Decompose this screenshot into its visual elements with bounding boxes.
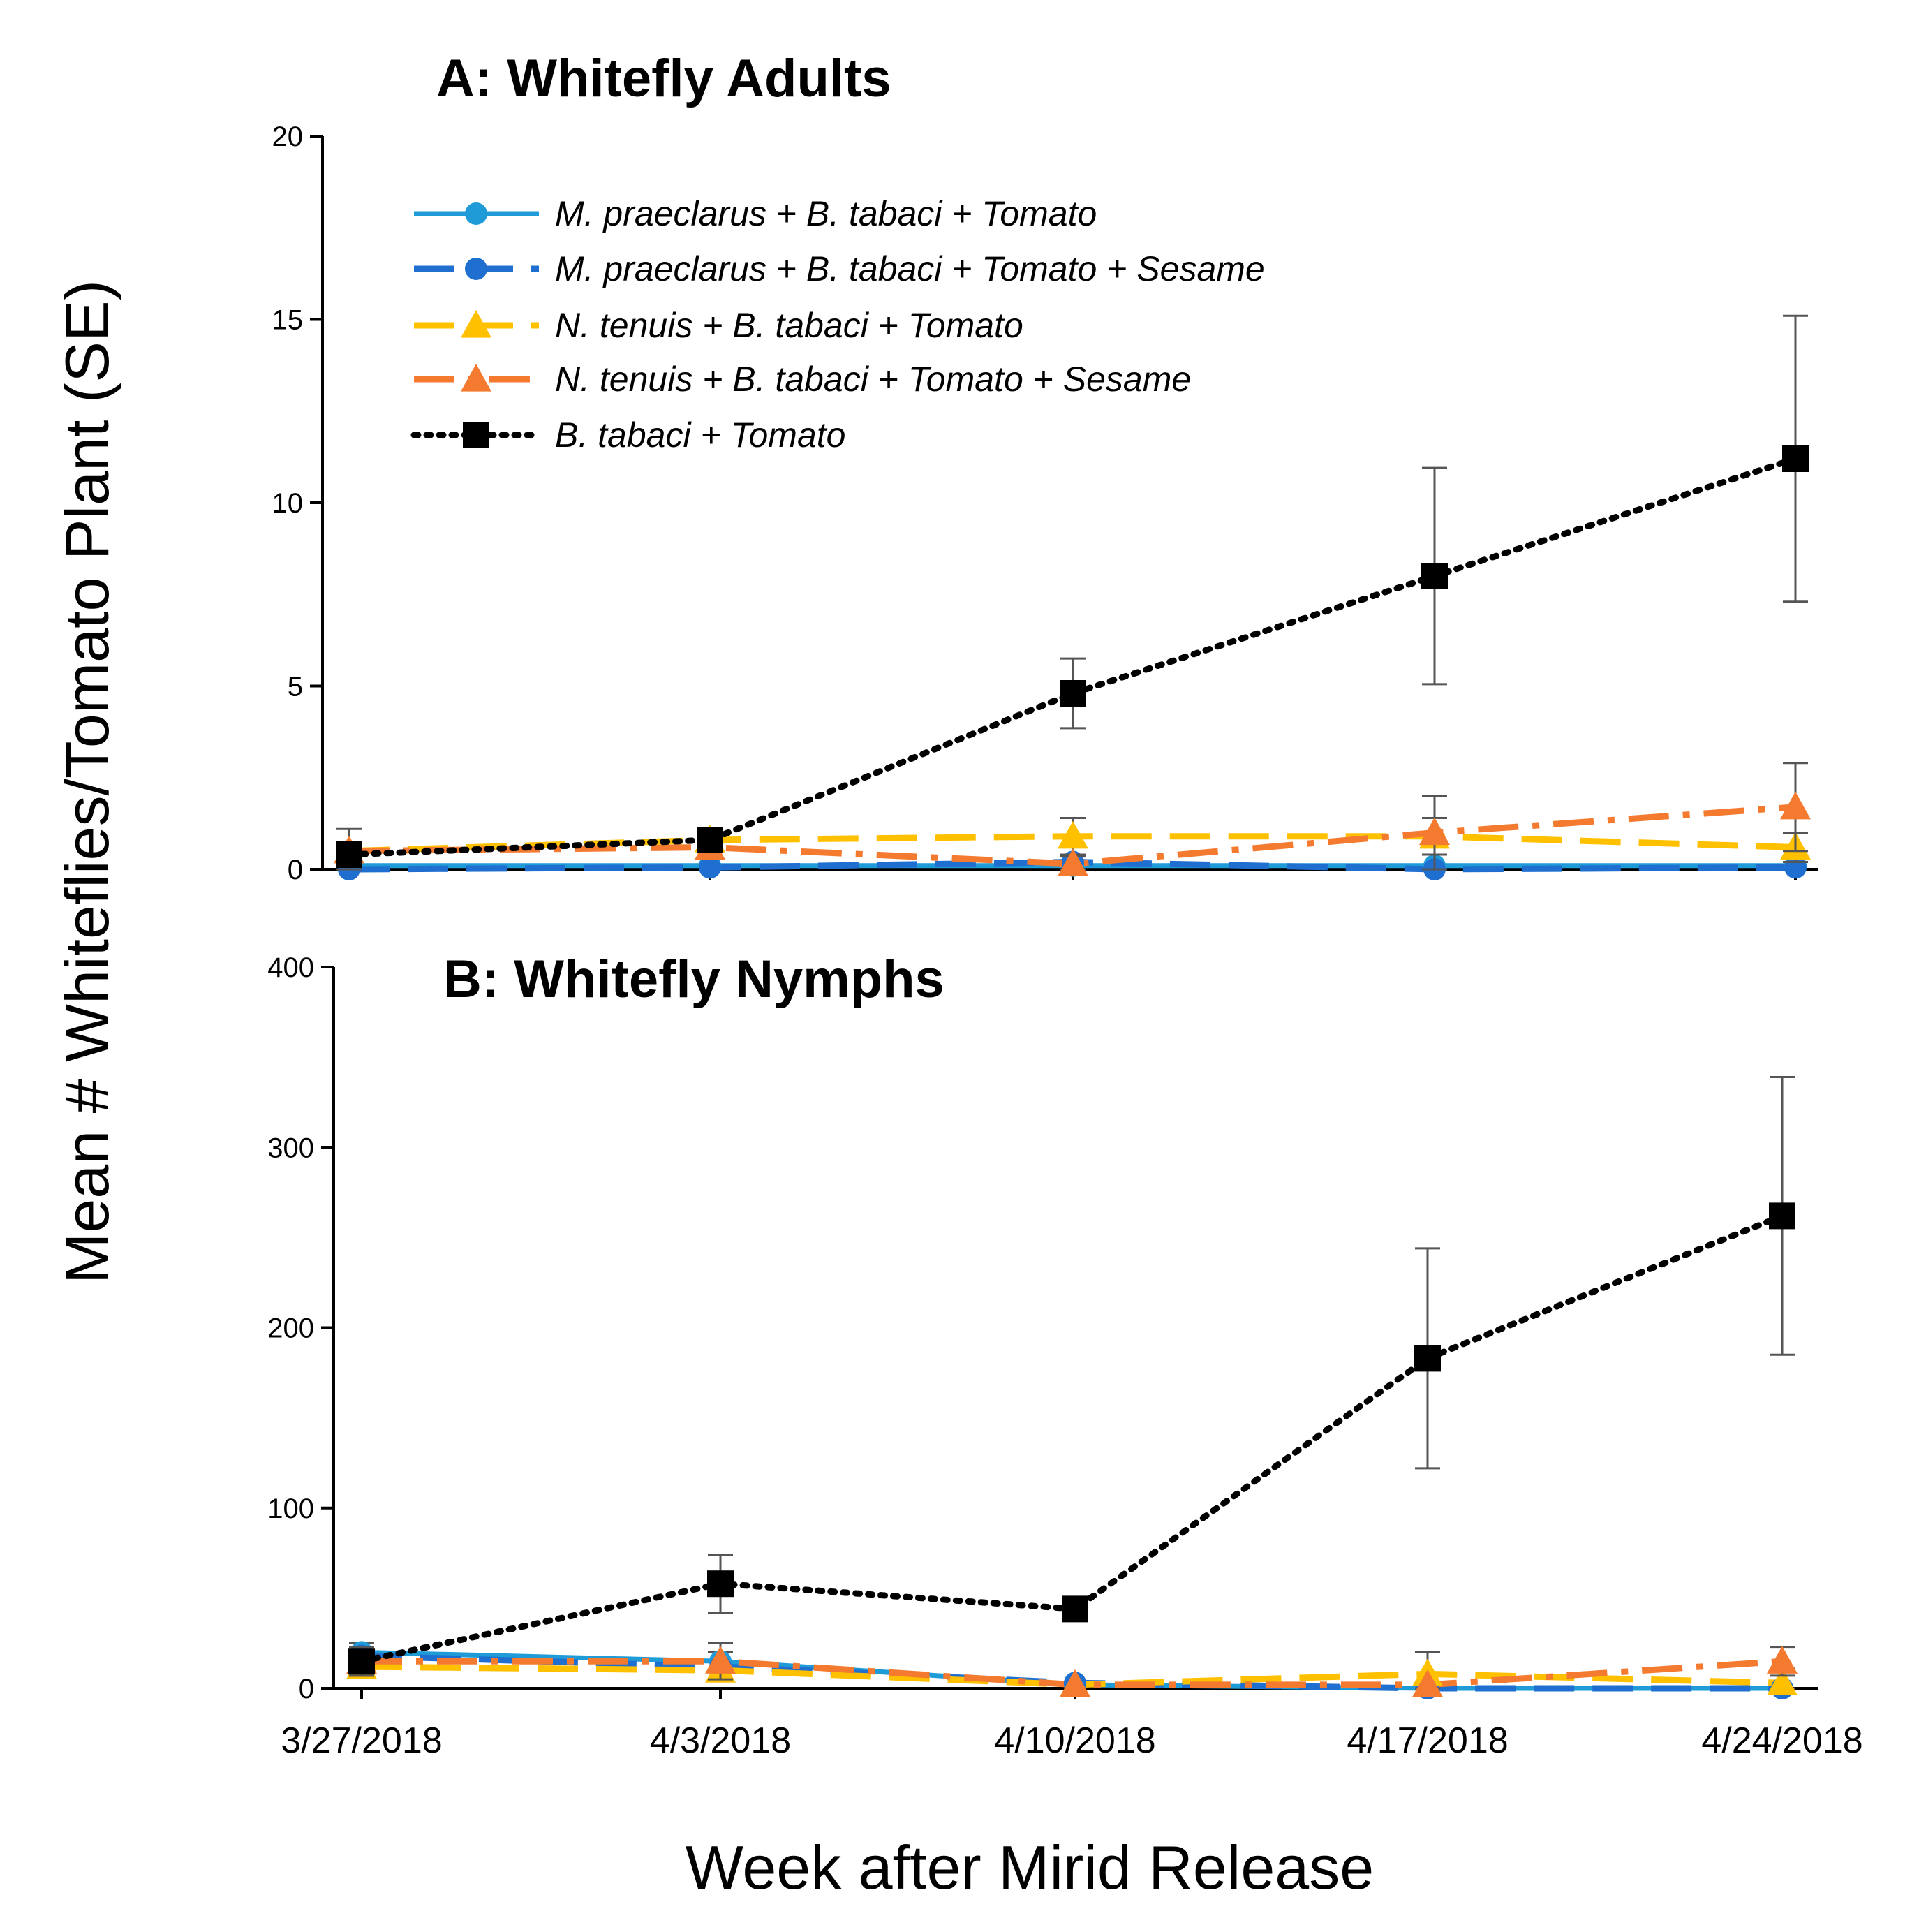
data-point (1780, 791, 1811, 820)
series-line (348, 804, 1796, 867)
legend-item: M. praeclarus + B. tabaci + Tomato (414, 194, 1097, 233)
data-point (1412, 1669, 1443, 1697)
y-tick-label: 100 (267, 1494, 314, 1524)
y-axis-title: Mean # Whiteflies/Tomato Plant (SE) (52, 280, 121, 1284)
series-3 (348, 804, 1796, 867)
series-markers-4 (336, 314, 1809, 868)
data-point (1421, 563, 1448, 589)
data-point (336, 841, 362, 868)
data-point (1414, 1345, 1441, 1372)
x-tick-label: 4/3/2018 (650, 1720, 791, 1761)
legend-swatch-marker (461, 364, 491, 392)
data-point (1060, 680, 1086, 707)
data-point (1058, 848, 1088, 876)
data-point (1062, 1595, 1088, 1623)
data-point (1058, 820, 1088, 849)
panel-b-nymphs: B: Whitefly Nymphs 0 100 200 300 400 3/27/201… (267, 950, 1862, 1761)
data-point (1419, 817, 1450, 846)
series-line (346, 455, 1799, 858)
legend-label: B. tabaci + Tomato (555, 415, 845, 455)
legend-swatch-marker (465, 258, 487, 280)
x-tick-label: 4/10/2018 (994, 1720, 1155, 1761)
y-tick-label: 0 (288, 855, 303, 885)
panel-a-title: A: Whitefly Adults (436, 49, 891, 108)
series-markers-4 (348, 1076, 1795, 1677)
data-point (707, 1570, 734, 1598)
x-tick-label: 4/17/2018 (1347, 1720, 1508, 1761)
y-tick-label: 20 (272, 121, 304, 152)
data-point (1767, 1646, 1798, 1674)
y-tick-label: 15 (272, 305, 304, 336)
data-point (705, 1646, 736, 1674)
legend-item: N. tenuis + B. tabaci + Tomato + Sesame (414, 360, 1191, 399)
panel-b-title: B: Whitefly Nymphs (443, 950, 944, 1009)
series-4 (346, 455, 1799, 858)
series-line (358, 1212, 1786, 1665)
data-point (348, 1648, 375, 1675)
legend-swatch-marker (461, 310, 491, 338)
legend-item: N. tenuis + B. tabaci + Tomato (414, 306, 1023, 345)
y-tick-label: 5 (288, 672, 303, 702)
legend: M. praeclarus + B. tabaci + Tomato M. pra… (410, 194, 1265, 455)
legend-label: N. tenuis + B. tabaci + Tomato + Sesame (555, 360, 1191, 399)
series-4 (358, 1212, 1786, 1665)
data-point (1782, 445, 1809, 472)
data-point (1767, 1667, 1798, 1695)
legend-label: M. praeclarus + B. tabaci + Tomato + Ses… (555, 249, 1265, 288)
x-tick-label: 4/24/2018 (1701, 1720, 1862, 1761)
data-point (1060, 1669, 1090, 1697)
y-tick-label: 400 (267, 952, 314, 983)
y-tick-label: 300 (267, 1133, 314, 1163)
legend-swatch-marker (463, 422, 489, 448)
x-tick-label: 3/27/2018 (281, 1720, 442, 1761)
y-tick-label: 200 (267, 1313, 314, 1344)
legend-label: M. praeclarus + B. tabaci + Tomato (555, 194, 1097, 233)
data-point (699, 856, 721, 879)
legend-label: N. tenuis + B. tabaci + Tomato (555, 306, 1023, 345)
y-tick-label: 10 (272, 488, 304, 519)
data-point (1769, 1202, 1795, 1230)
legend-item: M. praeclarus + B. tabaci + Tomato + Ses… (414, 249, 1265, 288)
legend-item: B. tabaci + Tomato (410, 415, 845, 455)
legend-swatch-marker (465, 202, 487, 225)
panel-a-adults: A: Whitefly Adults 0 5 10 15 20 (272, 49, 1818, 885)
data-point (697, 827, 723, 853)
y-tick-label: 0 (299, 1674, 314, 1704)
x-axis-title: Week after Mirid Release (686, 1833, 1374, 1902)
